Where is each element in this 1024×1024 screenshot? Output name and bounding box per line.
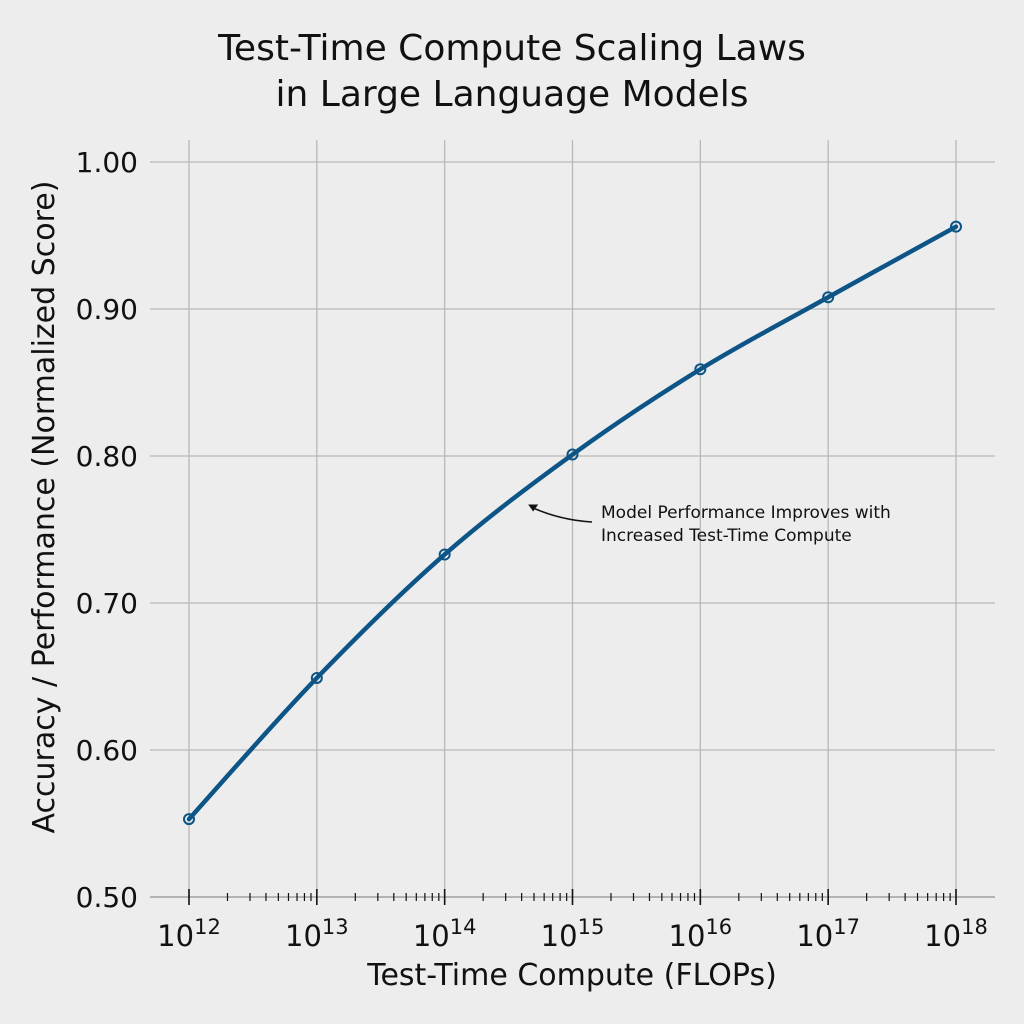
x-tick-label: 1013 xyxy=(285,915,349,953)
y-tick-label: 0.90 xyxy=(76,293,138,326)
annotation-text: Increased Test-Time Compute xyxy=(601,526,852,546)
x-tick-label: 1012 xyxy=(157,915,221,953)
x-axis-label: Test-Time Compute (FLOPs) xyxy=(366,958,777,993)
axes xyxy=(150,889,995,905)
x-tick-labels: 1012 1013 1014 1015 1016 1017 1018 xyxy=(157,915,988,953)
data-point-marker xyxy=(438,548,451,561)
data-point-marker xyxy=(310,671,323,684)
annotation-text: Model Performance Improves with xyxy=(601,503,891,523)
y-tick-labels: 0.50 0.60 0.70 0.80 0.90 1.00 xyxy=(76,146,138,914)
data-point-marker xyxy=(694,363,707,376)
x-tick-label: 1016 xyxy=(669,915,733,953)
y-tick-label: 0.60 xyxy=(76,734,138,767)
y-axis-label: Accuracy / Performance (Normalized Score… xyxy=(27,181,62,834)
annotation-arrow xyxy=(531,506,593,523)
x-tick-label: 1017 xyxy=(796,915,860,953)
data-point-marker xyxy=(950,220,962,233)
data-point-marker xyxy=(183,813,195,826)
x-tick-label: 1014 xyxy=(413,915,477,953)
chart-title-line-2: in Large Language Models xyxy=(275,74,749,115)
x-tick-label: 1015 xyxy=(541,915,605,953)
x-tick-label: 1018 xyxy=(924,915,988,953)
y-tick-label: 0.70 xyxy=(76,587,138,620)
y-tick-label: 1.00 xyxy=(76,146,138,179)
data-series xyxy=(183,220,962,826)
annotation: Model Performance Improves with Increased… xyxy=(528,503,891,546)
data-point-marker xyxy=(566,448,579,461)
series-line xyxy=(186,224,959,822)
y-tick-label: 0.80 xyxy=(76,440,138,473)
data-point-marker xyxy=(822,291,835,304)
chart-title-line-1: Test-Time Compute Scaling Laws xyxy=(218,28,806,69)
arrow-head-icon xyxy=(528,504,539,512)
y-tick-label: 0.50 xyxy=(76,881,138,914)
